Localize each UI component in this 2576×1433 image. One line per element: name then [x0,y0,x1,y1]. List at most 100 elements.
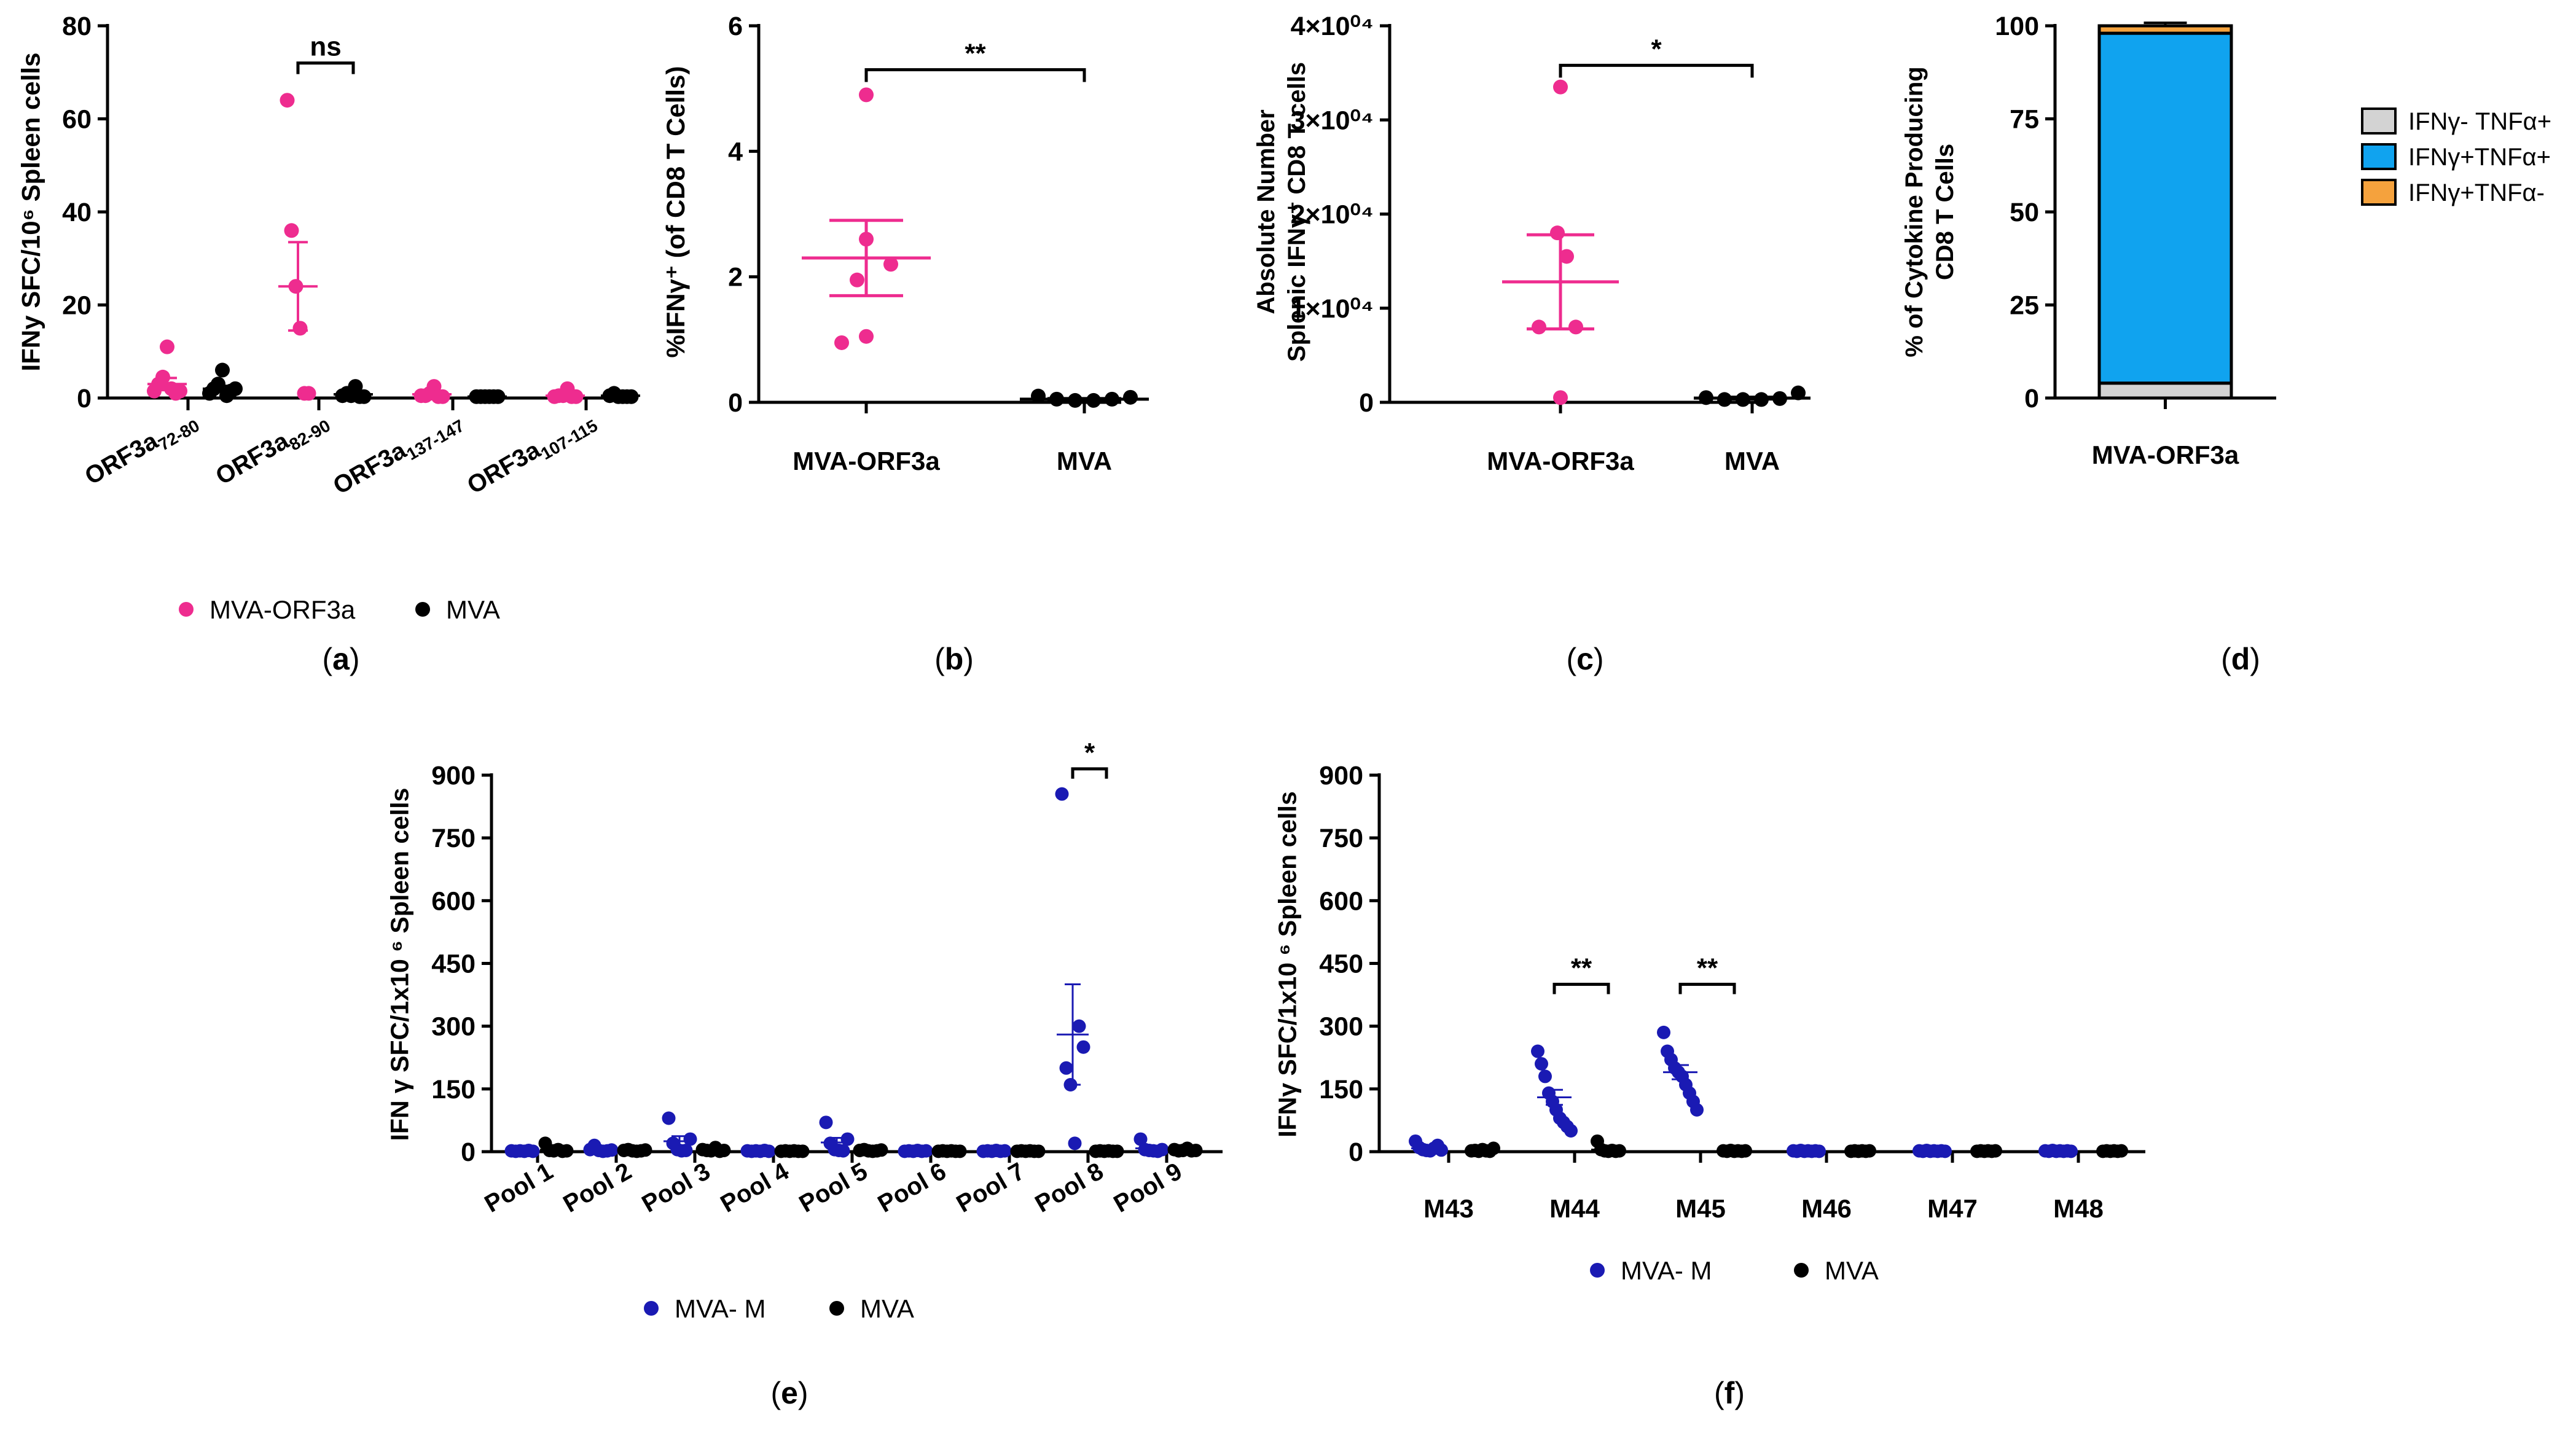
x-tick-label-e: Pool 9 [1110,1158,1187,1218]
dot-b-black [1031,388,1046,404]
y-axis-title-d-line: % of Cytokine Producing [1901,66,1928,357]
dot-f-black [1487,1141,1500,1155]
y-tick-label-d: 50 [2010,198,2039,227]
legend-swatch-d [2361,143,2397,170]
dot-e-blue [1055,787,1069,801]
x-tick-label-f: M44 [1549,1194,1600,1223]
panel-label-part: ) [2250,642,2260,676]
x-tick-label-e-text: Pool 5 [795,1158,872,1218]
dot-e-blue [836,1144,850,1158]
tick-label-part: 82-90 [286,416,334,455]
dot-e-blue [1068,1136,1082,1150]
legend-a-mva-orf3a-marker [179,602,194,617]
x-tick-label-a-text: ORF3a107-115 [463,405,601,503]
bar-segment-d-orange [2097,24,2233,35]
legend-e-mva-marker [829,1301,844,1316]
tick-label-part: 107-115 [538,416,601,463]
legend-a-mva-marker [415,602,430,617]
dot-a-pink [301,386,316,401]
panel-label-part: e [781,1376,798,1410]
x-tick-label-c: MVA-ORF3a [1487,447,1634,475]
x-tick-label-f: M46 [1801,1194,1852,1223]
y-tick-label-f: 300 [1319,1012,1363,1042]
y-tick-label-d: 0 [2024,384,2039,413]
x-tick-label-a: ORF3a107-115 [463,405,601,503]
y-axis-title-d-line: CD8 T Cells [1932,144,1959,280]
y-axis-title-a: IFNy SFC/10⁶ Spleen cells [17,53,45,372]
y-tick-label-c: 1×10⁰⁴ [1291,294,1374,324]
panel-label-part: b [945,642,964,676]
bracket-f-1-label: ** [1697,953,1718,983]
legend-e-mva-label: MVA [860,1294,914,1323]
x-tick-label-e-text: Pool 8 [1031,1158,1108,1218]
y-axis-title-e-line: IFN γ SFC/1x10 ⁶ Spleen cells [385,788,413,1141]
y-tick-label-f: 600 [1319,886,1363,916]
y-tick-label-a: 40 [62,198,92,227]
x-tick-label-e: Pool 3 [638,1158,715,1218]
legend-swatch-d [2361,107,2397,135]
dot-c-pink [1532,319,1546,335]
x-tick-label-e-text: Pool 1 [480,1158,558,1218]
x-tick-label-a-text: ORF3a72-80 [80,405,203,494]
x-tick-label-b: MVA [1057,447,1112,475]
x-tick-label-e: Pool 5 [795,1158,872,1218]
legend-f-mva-m-label: MVA- M [1621,1256,1712,1285]
bracket-b-label: ** [965,39,986,69]
x-tick-label-f: M43 [1423,1194,1474,1223]
dot-e-blue [1076,1040,1090,1054]
x-tick-label-e-text: Pool 7 [952,1158,1030,1218]
legend-label-d: IFNγ+TNFα+ [2408,144,2551,171]
legend-f-mva-marker [1794,1263,1809,1278]
legend-label-d: IFNγ- TNFα+ [2408,108,2551,135]
y-tick-label-c: 3×10⁰⁴ [1291,106,1374,135]
panel-label-f: (f) [1714,1376,1745,1410]
panel-label-part: ) [350,642,360,676]
x-tick-label-e: Pool 8 [1031,1158,1108,1218]
legend-a-mva-label: MVA [446,595,500,624]
x-tick-label-d: MVA-ORF3a [2092,440,2239,469]
bar-segment-d-cyan [2097,31,2233,385]
dot-b-pink [859,329,874,344]
panel-label-part: ) [963,642,974,676]
y-tick-label-e: 600 [431,886,476,916]
dot-a-pink [284,223,299,238]
y-tick-label-b: 0 [728,388,743,418]
panel-label-part: a [332,642,350,676]
dot-a-pink [292,321,308,336]
x-tick-label-b: MVA-ORF3a [793,447,940,475]
panel-label-part: ( [770,1376,781,1410]
x-tick-label-f: M48 [2053,1194,2104,1223]
y-tick-label-e: 0 [461,1138,476,1167]
x-tick-label-e: Pool 4 [716,1157,794,1217]
dot-f-blue [1657,1025,1670,1039]
y-axis-title-f-line: IFNγ SFC/1x10 ⁶ Spleen cells [1273,791,1301,1138]
dot-f-blue [1435,1143,1448,1157]
panel-label-part: d [2231,642,2250,676]
y-axis-title-a-line: IFNy SFC/10⁶ Spleen cells [17,53,45,372]
y-axis-title-f: IFNγ SFC/1x10 ⁶ Spleen cells [1273,791,1301,1138]
dot-f-blue [1564,1123,1578,1138]
x-tick-label-a: ORF3a82-90 [211,416,334,490]
x-tick-label-e: Pool 1 [480,1158,558,1218]
dot-f-blue [1531,1044,1544,1058]
y-tick-label-a: 0 [77,384,92,413]
panel-label-e: (e) [770,1376,808,1410]
y-axis-title-c-line: Absolute Number [1253,109,1280,314]
tick-label-part: ORF3a [463,436,545,499]
y-tick-label-a: 20 [62,291,92,321]
legend-f-mva-label: MVA [1825,1256,1879,1285]
y-tick-label-e: 300 [431,1012,476,1042]
tick-label-part: 137-147 [404,416,468,464]
x-tick-label-e-text: Pool 4 [716,1157,794,1217]
bar-segment-d-gray [2097,381,2233,400]
x-tick-label-a-text: ORF3a137-147 [329,405,468,504]
y-tick-label-e: 150 [431,1075,476,1104]
x-tick-label-e-text: Pool 3 [638,1158,715,1218]
x-tick-label-e-text: Pool 6 [874,1158,951,1218]
y-tick-label-b: 2 [728,263,743,292]
bracket-c [1559,63,1754,78]
panel-label-part: ( [934,642,945,676]
legend-a-mva-orf3a-label: MVA-ORF3a [209,595,356,624]
